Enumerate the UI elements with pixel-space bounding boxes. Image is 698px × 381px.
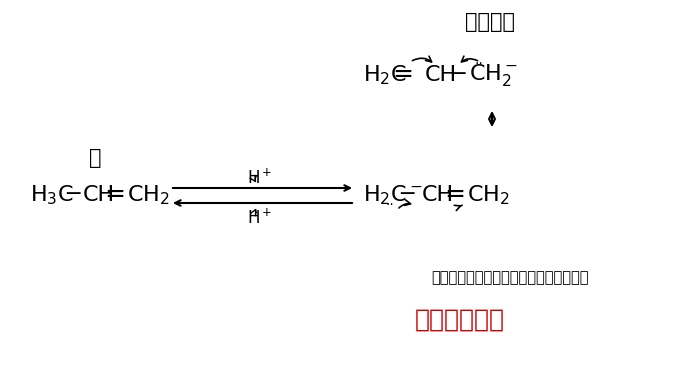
Text: 共役塩基: 共役塩基 xyxy=(465,12,515,32)
Text: H$^+$: H$^+$ xyxy=(247,208,273,228)
Text: 負電荷が共鳴により非局在化するので、: 負電荷が共鳴により非局在化するので、 xyxy=(431,271,588,285)
Text: H$_2$C: H$_2$C xyxy=(363,63,407,87)
Text: ─: ─ xyxy=(66,185,80,205)
Text: ··: ·· xyxy=(385,198,394,212)
Text: CH: CH xyxy=(83,185,115,205)
Text: CH: CH xyxy=(422,185,454,205)
Text: ═: ═ xyxy=(447,183,463,207)
Text: 酸: 酸 xyxy=(89,148,101,168)
Text: CH$_2$: CH$_2$ xyxy=(127,183,170,207)
Text: CH: CH xyxy=(425,65,457,85)
Text: CH$_2^-$: CH$_2^-$ xyxy=(469,62,518,88)
Text: H$_3$C: H$_3$C xyxy=(30,183,74,207)
Text: CH$_2$: CH$_2$ xyxy=(467,183,510,207)
Text: ═: ═ xyxy=(396,63,410,87)
Text: ··: ·· xyxy=(475,57,484,71)
Text: H$_2$C$^-$: H$_2$C$^-$ xyxy=(363,183,422,207)
Text: 安定性が高い: 安定性が高い xyxy=(415,308,505,332)
Text: ─: ─ xyxy=(452,65,465,85)
Text: ─: ─ xyxy=(401,185,414,205)
Text: H$^+$: H$^+$ xyxy=(247,168,273,188)
Text: ═: ═ xyxy=(107,183,123,207)
